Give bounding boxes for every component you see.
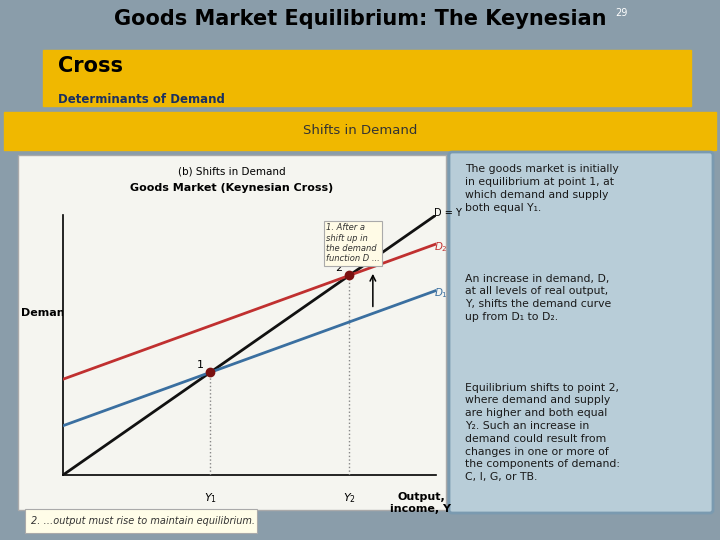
- Bar: [4, 112, 716, 150]
- Text: Output,: Output,: [397, 492, 445, 502]
- Text: 1: 1: [197, 360, 204, 370]
- Text: $D_1$: $D_1$: [434, 287, 448, 300]
- Text: income, Y: income, Y: [390, 504, 451, 514]
- Text: 29: 29: [616, 8, 628, 18]
- Text: $Y_2$: $Y_2$: [343, 491, 356, 505]
- Text: Goods Market Equilibrium: The Keynesian: Goods Market Equilibrium: The Keynesian: [114, 9, 606, 29]
- Text: Equilibrium shifts to point 2,
where demand and supply
are higher and both equal: Equilibrium shifts to point 2, where dem…: [465, 382, 621, 482]
- Text: 2. …output must rise to maintain equilibrium.: 2. …output must rise to maintain equilib…: [31, 516, 255, 526]
- Text: $D_2$: $D_2$: [434, 240, 448, 254]
- Text: Goods Market (Keynesian Cross): Goods Market (Keynesian Cross): [130, 183, 333, 193]
- Text: D = Y: D = Y: [434, 208, 462, 218]
- Text: Determinants of Demand: Determinants of Demand: [58, 93, 225, 106]
- Text: $Y_1$: $Y_1$: [204, 491, 217, 505]
- Text: Shifts in Demand: Shifts in Demand: [303, 125, 417, 138]
- Text: Cross: Cross: [58, 56, 122, 76]
- Bar: [18, 155, 446, 510]
- FancyBboxPatch shape: [25, 509, 257, 533]
- Text: The goods market is initially
in equilibrium at point 1, at
which demand and sup: The goods market is initially in equilib…: [465, 164, 619, 213]
- Text: Demand, D: Demand, D: [21, 307, 90, 318]
- Text: (b) Shifts in Demand: (b) Shifts in Demand: [178, 167, 286, 177]
- FancyBboxPatch shape: [449, 152, 713, 513]
- Text: 2: 2: [336, 264, 343, 273]
- Text: 1. After a
shift up in
the demand
function D ...: 1. After a shift up in the demand functi…: [326, 223, 380, 264]
- Text: An increase in demand, D,
at all levels of real output,
Y, shifts the demand cur: An increase in demand, D, at all levels …: [465, 273, 611, 322]
- Bar: [43, 50, 691, 106]
